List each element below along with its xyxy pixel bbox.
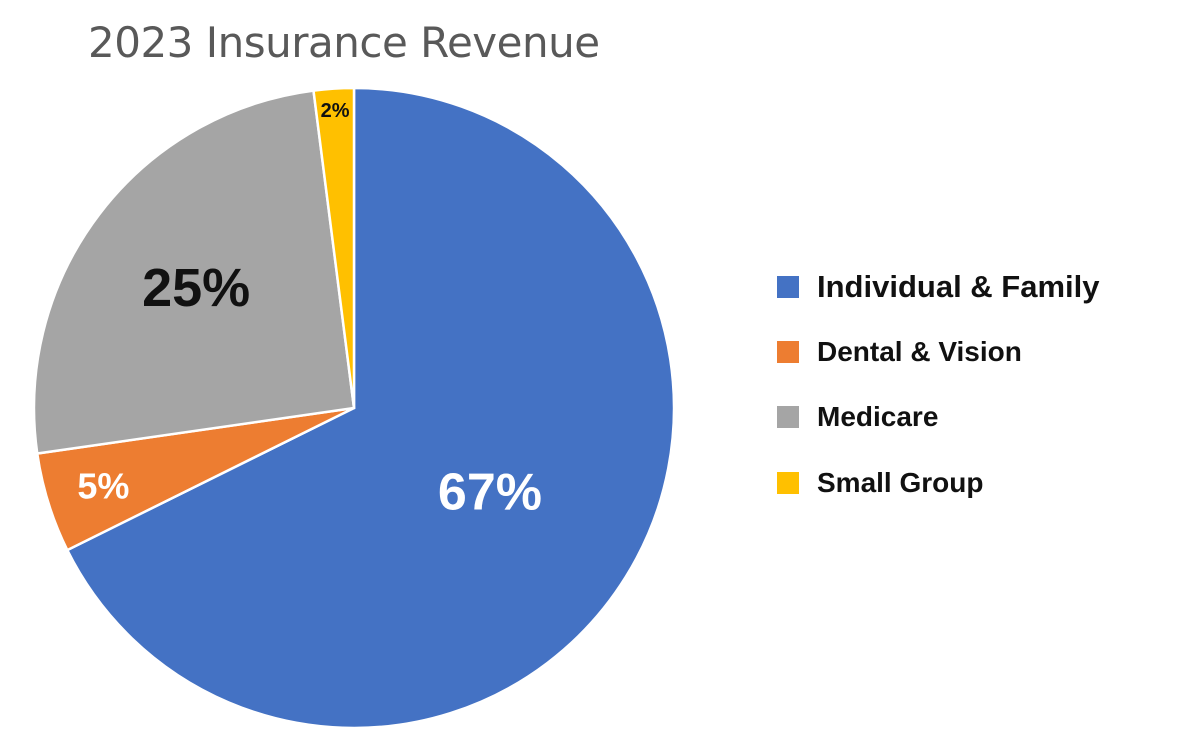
data-label: 25% (142, 258, 250, 318)
data-label: 5% (77, 465, 129, 506)
legend-item: Dental & Vision (777, 336, 1022, 368)
legend-item: Small Group (777, 467, 983, 499)
chart-title: 2023 Insurance Revenue (88, 18, 600, 67)
legend-label: Medicare (817, 401, 939, 432)
data-label: 2% (321, 100, 350, 122)
legend-label: Small Group (817, 467, 984, 498)
legend-label: Dental & Vision (817, 336, 1022, 367)
legend-label: Individual & Family (817, 269, 1100, 304)
legend-item: Medicare (777, 401, 938, 433)
legend-swatch (777, 341, 799, 363)
legend-item: Individual & Family (777, 269, 1100, 305)
pie-slice-medicare (32, 89, 356, 455)
legend-swatch (777, 276, 799, 298)
pie-slice-small-group (312, 86, 356, 409)
pie-slice-individual-family (65, 86, 676, 730)
legend-swatch (777, 406, 799, 428)
data-label: 67% (438, 463, 542, 521)
legend-swatch (777, 472, 799, 494)
